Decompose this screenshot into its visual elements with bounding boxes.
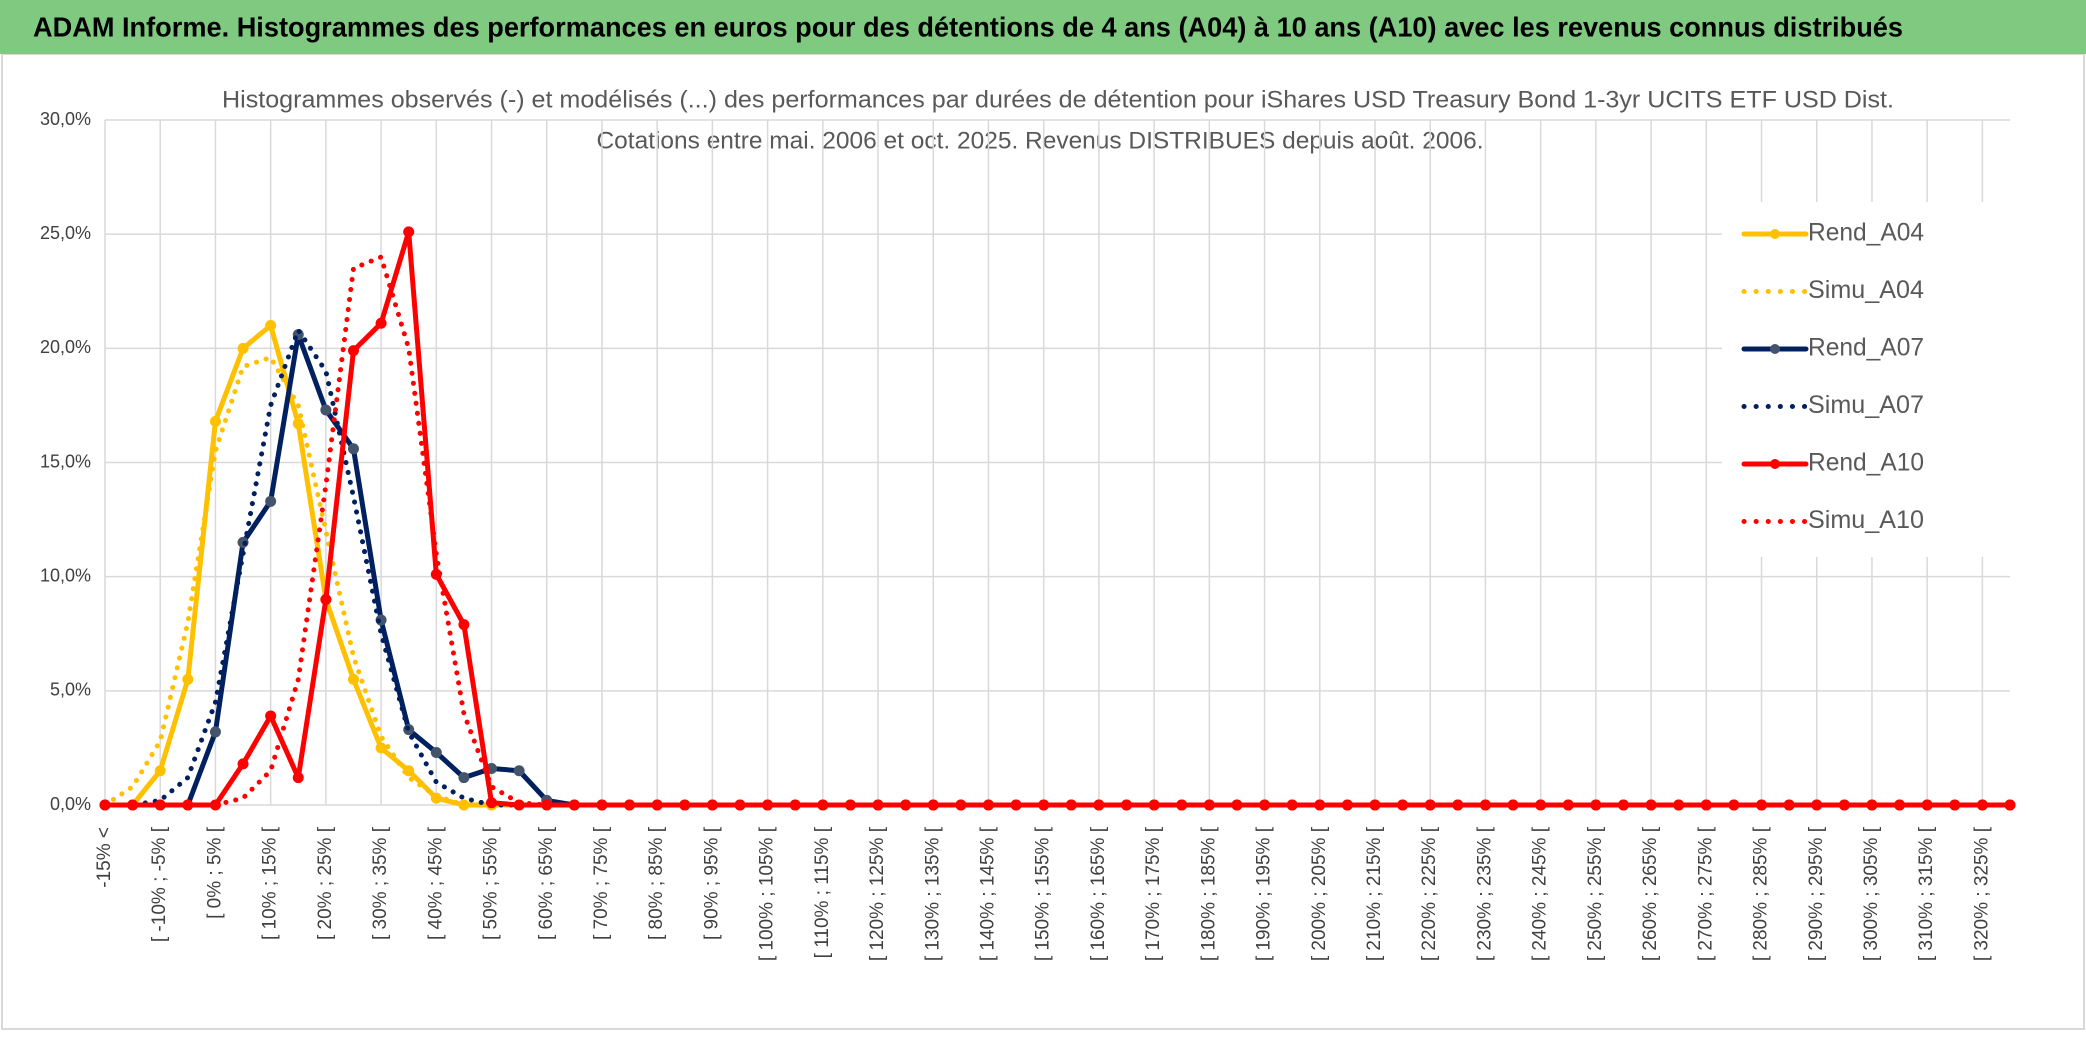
x-tick-label: [ 250% ; 255% [	[1585, 826, 1606, 961]
data-point	[458, 772, 470, 784]
x-tick-label: [ 110% ; 115% [	[812, 826, 833, 958]
x-tick-label: [ 40% ; 45% [	[425, 826, 446, 940]
header-bar	[0, 0, 2086, 54]
series-line	[102, 254, 2013, 808]
x-tick-label: [ 10% ; 15% [	[260, 826, 281, 940]
x-tick-label: [ 200% ; 205% [	[1309, 826, 1330, 961]
data-point	[320, 594, 332, 605]
y-tick-label: 20,0%	[40, 337, 91, 357]
x-tick-label: [ 60% ; 65% [	[536, 826, 557, 940]
data-point	[347, 443, 359, 455]
x-tick-label: [ 290% ; 295% [	[1806, 826, 1827, 961]
data-point	[182, 673, 194, 685]
legend-label: Rend_A04	[1808, 219, 1924, 247]
x-tick-label: [ 280% ; 285% [	[1751, 826, 1772, 961]
x-tick-label: [ 20% ; 25% [	[315, 826, 336, 940]
x-tick-label: [ 70% ; 75% [	[591, 826, 612, 940]
data-point	[237, 342, 249, 354]
data-point	[403, 226, 415, 238]
data-point	[347, 345, 359, 357]
data-point	[265, 320, 277, 331]
x-tick-label: [ 50% ; 55% [	[481, 826, 502, 940]
y-tick-label: 15,0%	[40, 451, 91, 471]
data-point	[265, 495, 277, 507]
data-point	[237, 758, 249, 770]
x-tick-label: [ 140% ; 145% [	[977, 826, 998, 961]
data-point	[209, 415, 221, 427]
legend-label: Simu_A04	[1808, 276, 1924, 304]
x-tick-label: [ 0% ; 5% [	[204, 826, 225, 919]
x-tick-label: [ 240% ; 245% [	[1530, 826, 1551, 961]
x-tick-label: [ 90% ; 95% [	[701, 826, 722, 940]
legend-marker	[1770, 459, 1780, 469]
data-point	[2004, 799, 2016, 811]
data-point	[292, 772, 304, 784]
chart-subtitle: Cotations entre mai. 2006 et oct. 2025. …	[597, 127, 1484, 154]
data-point	[209, 726, 221, 738]
data-point	[430, 746, 442, 758]
data-point	[320, 404, 332, 416]
data-point	[154, 765, 166, 777]
chart-title: Histogrammes observés (-) et modélisés (…	[222, 86, 1894, 113]
legend-marker	[1770, 344, 1780, 354]
x-tick-label: [ 150% ; 155% [	[1033, 826, 1054, 961]
y-tick-label: 0,0%	[50, 794, 91, 814]
x-tick-label: [ 190% ; 195% [	[1254, 826, 1275, 961]
x-tick-label: [ 300% ; 305% [	[1861, 826, 1882, 961]
data-point	[375, 742, 387, 754]
data-point	[375, 317, 387, 329]
data-point	[347, 673, 359, 685]
x-tick-label: [ 230% ; 235% [	[1474, 826, 1495, 961]
data-point	[486, 797, 498, 809]
plot	[99, 226, 2016, 811]
legend: Rend_A04 Simu_A04 Rend_A07 Simu_A07 Rend_A10…	[1722, 202, 2012, 557]
x-tick-label: [ 80% ; 85% [	[646, 826, 667, 940]
x-tick-label: [ 310% ; 315% [	[1916, 826, 1937, 961]
legend-label: Rend_A10	[1808, 449, 1924, 477]
data-point	[513, 765, 525, 777]
data-point	[458, 619, 470, 631]
legend-label: Simu_A10	[1808, 506, 1924, 534]
x-tick-label: [ 120% ; 125% [	[867, 826, 888, 961]
grid: 0,0% 5,0% 10,0% 15,0% 20,0% 25,0% 30,0% -15% < […	[40, 109, 2010, 961]
legend-label: Simu_A07	[1808, 391, 1924, 419]
x-tick-label: [ 180% ; 185% [	[1198, 826, 1219, 961]
data-point	[265, 710, 277, 722]
header-title: ADAM Informe. Histogrammes des performan…	[33, 11, 1903, 42]
x-tick-label: [ 170% ; 175% [	[1143, 826, 1164, 961]
x-tick-label: [ 270% ; 275% [	[1695, 826, 1716, 961]
legend-marker	[1770, 229, 1780, 239]
y-tick-label: 10,0%	[40, 565, 91, 585]
x-tick-label: [ 260% ; 265% [	[1640, 826, 1661, 961]
x-tick-label: -15% <	[94, 827, 115, 888]
y-tick-label: 30,0%	[40, 109, 91, 129]
x-tick-label: [ 220% ; 225% [	[1419, 826, 1440, 961]
x-tick-label: [ -10% ; -5% [	[149, 826, 170, 942]
y-tick-label: 25,0%	[40, 223, 91, 243]
x-tick-label: [ 160% ; 165% [	[1088, 826, 1109, 961]
x-tick-label: [ 30% ; 35% [	[370, 826, 391, 940]
x-tick-label: [ 100% ; 105% [	[757, 826, 778, 961]
legend-box	[1722, 202, 2012, 557]
y-tick-label: 5,0%	[50, 680, 91, 700]
x-tick-label: [ 210% ; 215% [	[1364, 826, 1385, 961]
x-tick-label: [ 320% ; 325% [	[1971, 826, 1992, 961]
x-tick-label: [ 130% ; 135% [	[922, 826, 943, 961]
legend-label: Rend_A07	[1808, 334, 1924, 362]
